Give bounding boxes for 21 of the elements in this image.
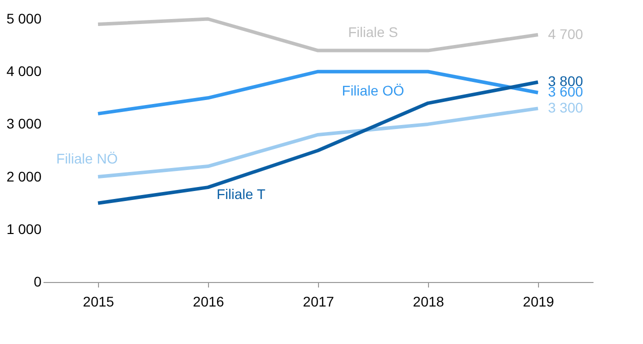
series-label: Filiale OÖ [342, 82, 404, 99]
series-label: Filiale T [216, 186, 266, 202]
x-tick-label: 2019 [522, 294, 554, 310]
y-tick-label: 3 000 [6, 116, 42, 132]
y-tick-label: 4 000 [6, 63, 42, 80]
series-label: Filiale S [348, 24, 398, 40]
x-tick-label: 2015 [82, 294, 114, 310]
line-series [96, 80, 540, 205]
series-label: Filiale NÖ [56, 150, 118, 166]
y-tick-label: 2 000 [6, 168, 42, 184]
y-tick-label: 1 000 [6, 220, 42, 237]
x-tick-label: 2016 [192, 294, 224, 310]
data-label: 3 300 [548, 99, 584, 116]
data-label: 4 700 [548, 26, 584, 42]
y-tick-label: 0 [34, 274, 42, 290]
y-tick-label: 5 000 [6, 10, 42, 26]
line-series [96, 17, 540, 52]
x-tick-label: 2018 [412, 294, 444, 310]
x-tick-label: 2017 [302, 294, 334, 310]
line-series [96, 106, 540, 179]
line-series [96, 70, 540, 116]
